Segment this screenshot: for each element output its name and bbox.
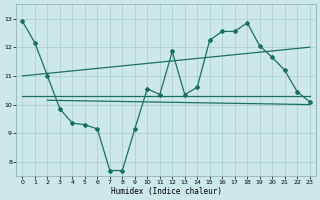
X-axis label: Humidex (Indice chaleur): Humidex (Indice chaleur) [110,187,221,196]
